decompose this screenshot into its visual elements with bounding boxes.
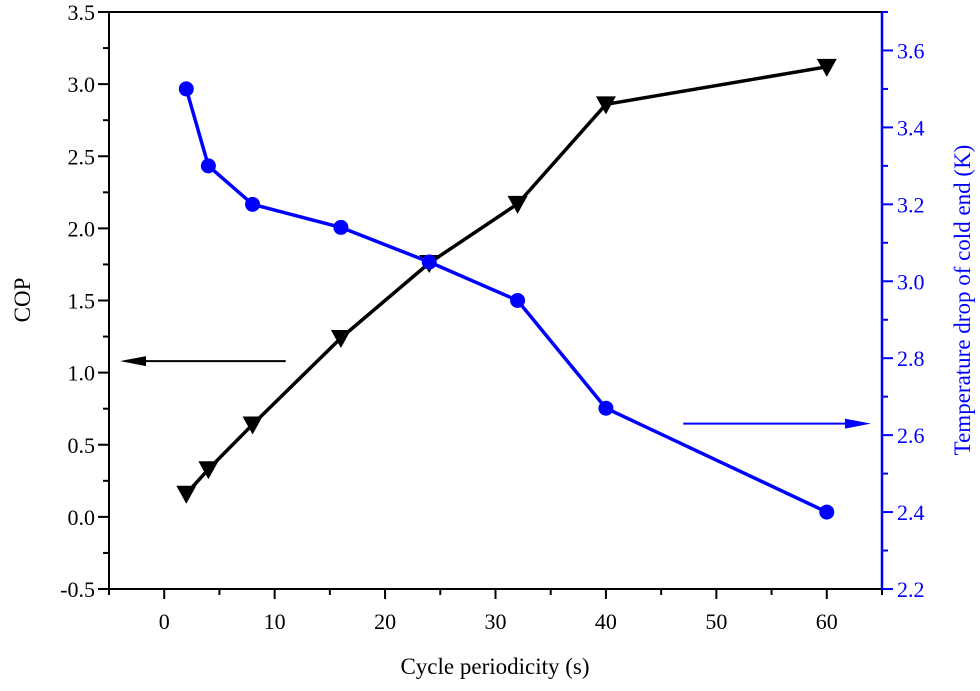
x-tick-label: 20 [374,609,396,634]
x-tick-label: 0 [159,609,170,634]
annotations [120,356,871,429]
y-left-tick-label: 1.0 [68,361,96,386]
y-right-tick-label: 2.8 [897,346,925,371]
y-left-tick-label: -0.5 [60,577,95,602]
y-left-tick-label: 2.5 [68,144,96,169]
y-left-tick-label: 2.0 [68,216,96,241]
arrow-left-head-icon [120,356,147,367]
y-left-tick-label: 3.0 [68,72,96,97]
temperature-data-point [245,196,261,212]
y-right-tick-label: 3.0 [897,269,925,294]
x-tick-label: 30 [485,609,507,634]
temperature-data-point [819,504,835,520]
y-axis-title-left: COP [10,278,35,323]
y-left-tick-label: 1.5 [68,289,96,314]
cop-data-point [330,330,351,349]
x-tick-label: 60 [816,609,838,634]
y-left-tick-label: 0.0 [68,505,96,530]
y-left-tick-label: 3.5 [68,0,96,25]
y-right-tick-label: 2.4 [897,500,925,525]
temperature-data-point [598,400,614,416]
temperature-data-point [200,158,216,174]
x-axis-title: Cycle periodicity (s) [400,654,589,679]
y-right-tick-label: 2.6 [897,423,925,448]
y-right-tick-label: 3.4 [897,115,925,140]
y-right-tick-label: 3.2 [897,192,925,217]
cop-data-point [595,96,616,115]
temperature-data-point [178,81,194,97]
arrow-right-head-icon [844,418,871,429]
y-axis-title-right: Temperature drop of cold end (K) [950,145,975,456]
series [176,58,837,520]
x-tick-label: 40 [595,609,617,634]
temperature-data-point [333,219,349,235]
cop-data-point [816,58,837,77]
x-tick-label: 50 [705,609,727,634]
y-right-tick-label: 2.2 [897,577,925,602]
cop-data-point [242,416,263,435]
cop-series-line [184,65,828,495]
axes [108,11,884,590]
ticks: 0 10 20 30 40 50 60 -0.5 0.0 0.5 1.0 1.5 2.0 2.5 3.0 3.… [60,0,924,634]
cop-data-point [176,485,197,504]
cop-data-point [507,195,528,214]
temperature-data-point [510,293,526,308]
y-left-tick-label: 0.5 [68,433,96,458]
cop-data-point [198,461,219,480]
temperature-data-point [421,254,437,270]
x-tick-label: 10 [264,609,286,634]
temperature-series-line [184,88,828,514]
y-right-tick-label: 3.6 [897,38,925,63]
